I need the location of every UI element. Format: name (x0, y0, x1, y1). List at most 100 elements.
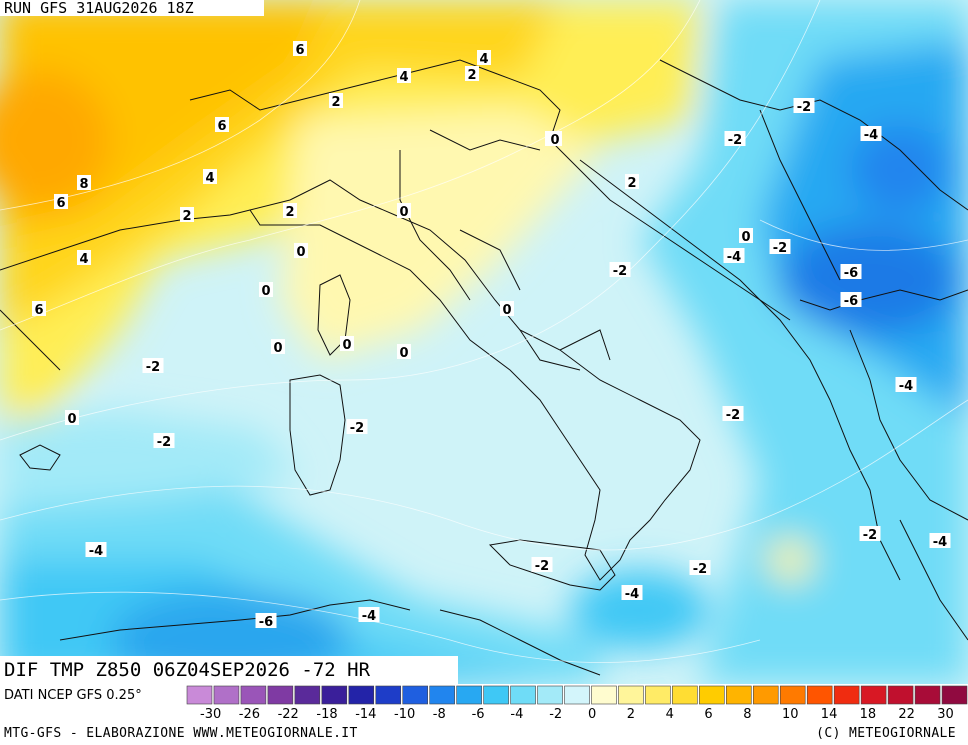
map-title: DIF TMP Z850 06Z04SEP2026 -72 HR (0, 656, 458, 684)
contour-label-bg (859, 526, 881, 541)
contour-label: -6 (844, 266, 858, 281)
contour-label: -4 (864, 128, 878, 143)
contour-label-bg (77, 250, 91, 265)
scale-cell (591, 685, 617, 705)
scale-tick-label: 6 (704, 707, 713, 722)
scale-cell (267, 685, 294, 705)
contour-label: 0 (399, 346, 408, 361)
scale-cell (240, 685, 267, 705)
contour-label: 8 (79, 177, 88, 192)
contour-label: 6 (56, 196, 65, 211)
scale-cell (375, 685, 402, 705)
contour-label-bg (346, 419, 368, 434)
scale-cell (887, 685, 914, 705)
scale-cell (186, 685, 213, 705)
contour-label: -2 (613, 264, 627, 279)
scale-cell (645, 685, 671, 705)
scale-cell (806, 685, 833, 705)
contour-label-bg (769, 239, 791, 254)
scale-cell (564, 685, 590, 705)
contour-label: 2 (182, 209, 191, 224)
scale-cell (510, 685, 536, 705)
scale-cell (941, 685, 968, 705)
contour-label-bg (722, 406, 744, 421)
scale-cell (456, 685, 482, 705)
contour-label-bg (625, 174, 639, 189)
scale-cell (618, 685, 644, 705)
scale-tick-label: 18 (859, 707, 877, 722)
contour-label: 0 (502, 303, 511, 318)
contour-label-bg (548, 131, 562, 146)
contour-label-bg (85, 542, 107, 557)
scale-tick-label: 2 (626, 707, 636, 722)
contour-label: 2 (331, 95, 340, 110)
contour-label-bg (793, 98, 815, 113)
contour-label: -2 (350, 421, 364, 436)
scale-tick-label: -2 (549, 707, 563, 722)
contour-label: -4 (727, 250, 741, 265)
contour-label-bg (739, 228, 753, 243)
contour-label: 4 (205, 171, 214, 186)
contour-label-bg (203, 169, 217, 184)
scale-tick-label: -18 (316, 707, 338, 722)
scale-cell (429, 685, 455, 705)
contour-label-bg (860, 126, 882, 141)
contour-label: -2 (157, 435, 171, 450)
footer-copyright: (C) METEOGIORNALE (816, 726, 956, 741)
contour-label: -4 (625, 587, 639, 602)
scale-cell (779, 685, 806, 705)
scale-cell (914, 685, 941, 705)
scale-tick-label: 14 (820, 707, 838, 722)
color-scale (186, 685, 968, 705)
contour-label-bg (465, 66, 479, 81)
contour-labels: 6424264862200406000020-2-2-2-40-2-4-2-6-… (32, 41, 951, 630)
contour-label: 0 (741, 230, 750, 245)
contour-label: -4 (362, 609, 376, 624)
contour-label: 2 (627, 176, 636, 191)
scale-tick-label: -26 (238, 707, 261, 722)
contour-label-bg (180, 207, 194, 222)
coastlines (0, 59, 968, 676)
contour-label-bg (609, 262, 631, 277)
contour-label-bg (255, 613, 277, 628)
contour-label-bg (397, 203, 411, 218)
contour-label: 6 (34, 303, 43, 318)
scale-tick-label: -6 (471, 707, 485, 722)
contour-label: 2 (467, 68, 476, 83)
contour-label-bg (340, 336, 354, 351)
contour-label: -2 (146, 360, 160, 375)
scale-cell (537, 685, 563, 705)
scale-tick-label: 22 (898, 707, 915, 722)
contour-label-bg (724, 131, 746, 146)
scale-tick-label: 4 (665, 707, 674, 722)
contour-label: -2 (728, 133, 742, 148)
contour-label: -4 (933, 535, 947, 550)
contour-label: -2 (535, 559, 549, 574)
contour-label-bg (32, 301, 46, 316)
contour-label-bg (283, 203, 297, 218)
scale-tick-label: 0 (588, 707, 597, 722)
contour-label: 0 (261, 284, 270, 299)
contour-label-bg (621, 585, 643, 600)
contour-label-bg (77, 175, 91, 190)
contour-label-bg (840, 264, 862, 279)
footer-credit: MTG-GFS - ELABORAZIONE WWW.METEOGIORNALE… (4, 726, 358, 741)
contour-label-bg (142, 358, 164, 373)
contour-label-bg (397, 344, 411, 359)
scale-tick-label: -10 (394, 707, 416, 722)
scale-cell (833, 685, 860, 705)
scale-cell (483, 685, 509, 705)
contour-label: -6 (844, 294, 858, 309)
contour-label: 6 (217, 119, 226, 134)
contour-label: -2 (797, 100, 811, 115)
contour-label: 0 (273, 341, 282, 356)
isotherms (0, 0, 968, 663)
contour-label: -6 (259, 615, 273, 630)
contour-label: -2 (726, 408, 740, 423)
contour-label-bg (689, 560, 711, 575)
contour-label-bg (65, 410, 79, 425)
scale-cell (726, 685, 752, 705)
scale-cell (294, 685, 321, 705)
